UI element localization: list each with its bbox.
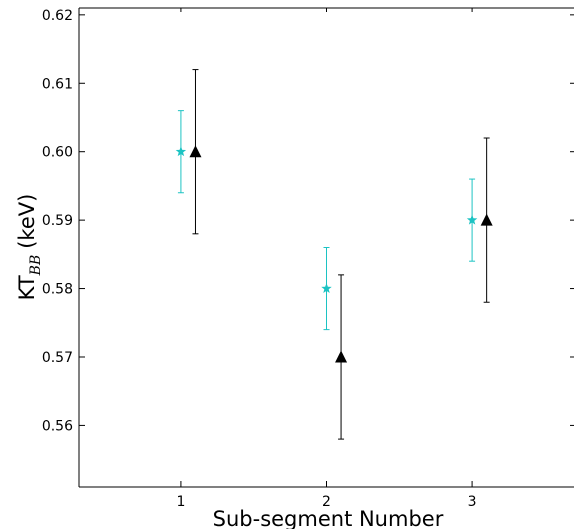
x-axis-title: Sub-segment Number [213,507,444,529]
x-tick-label-2: 3 [468,494,477,510]
triangle-marker-1 [335,350,348,363]
y-axis-title-subscript: BB [28,255,44,277]
x-axis: 1 2 3 [176,8,477,510]
star-marker-1 [321,283,332,294]
x-tick-label-0: 1 [176,494,185,510]
triangle-marker-2 [480,213,493,226]
svg-text:KTBB(keV): KTBB (keV) [15,194,44,301]
y-tick-label-0: 0.56 [42,418,73,434]
y-tick-label-1: 0.57 [42,350,73,366]
data-markers [175,145,493,363]
y-tick-label-4: 0.60 [42,145,73,161]
error-bars [177,69,490,440]
y-tick-label-5: 0.61 [42,76,73,92]
star-marker-0 [175,146,187,157]
triangle-marker-0 [189,145,202,158]
y-axis-title-unit: (keV) [15,194,39,249]
y-axis-title: KTBB (keV) [15,194,44,301]
y-axis: 0.56 0.57 0.58 0.59 0.60 0.61 0.62 [42,8,574,434]
y-tick-label-3: 0.59 [42,213,73,229]
y-tick-label-6: 0.62 [42,8,73,24]
star-marker-2 [466,214,478,225]
x-tick-label-1: 2 [322,494,331,510]
y-axis-title-main: KT [15,275,39,300]
y-tick-label-2: 0.58 [42,282,73,298]
